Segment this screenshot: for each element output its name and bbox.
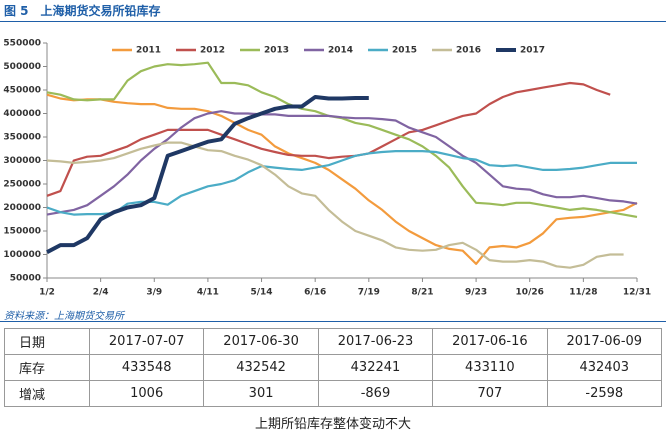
- x-tick-label: 8/21: [411, 288, 433, 298]
- y-tick-label: 550000: [3, 39, 41, 49]
- y-tick-label: 300000: [3, 156, 41, 166]
- caption: 上期所铅库存整体变动不大: [254, 417, 411, 432]
- x-tick-label: 9/23: [465, 288, 487, 298]
- x-tick-label: 10/26: [516, 288, 544, 298]
- series-line: [46, 93, 638, 265]
- y-tick-label: 500000: [3, 62, 41, 72]
- series-line: [46, 141, 624, 269]
- legend-label: 2012: [200, 46, 225, 56]
- table-cell: 2017-06-16: [432, 328, 548, 355]
- x-tick-label: 3/9: [146, 288, 162, 298]
- table-cell: 301: [203, 380, 319, 407]
- table-cell: 2017-06-09: [546, 328, 663, 355]
- x-tick-label: 12/31: [623, 288, 651, 298]
- legend-label: 2017: [520, 46, 545, 56]
- x-tick-label: 6/16: [304, 288, 326, 298]
- series-line: [46, 110, 638, 216]
- stock-table: 日期 2017-07-07 2017-06-30 2017-06-23 2017-06-…: [4, 328, 663, 407]
- table-cell: 日期: [4, 328, 90, 355]
- legend-label: 2015: [392, 46, 417, 56]
- legend-label: 2013: [264, 46, 289, 56]
- x-tick-label: 1/2: [39, 288, 55, 298]
- table-cell: 433548: [88, 354, 205, 381]
- chart: 50000 100000 150000 200000 250000 300000 35000…: [3, 39, 651, 298]
- table-row: 日期 2017-07-07 2017-06-30 2017-06-23 2017-06-…: [4, 328, 663, 355]
- table-cell: 库存: [4, 354, 90, 381]
- y-tick-label: 50000: [10, 274, 41, 284]
- table-cell: -869: [317, 380, 434, 407]
- x-tick-label: 5/14: [251, 288, 273, 298]
- y-tick-label: 100000: [3, 250, 41, 260]
- table-cell: -2598: [546, 380, 663, 407]
- y-tick-label: 150000: [3, 227, 41, 237]
- x-tick-label: 11/28: [569, 288, 597, 298]
- table-cell: 增减: [4, 380, 90, 407]
- legend-label: 2011: [136, 46, 161, 56]
- table-cell: 2017-07-07: [88, 328, 205, 355]
- y-tick-label: 200000: [3, 203, 41, 213]
- table-row: 增减 1006 301 -869 707 -2598: [4, 380, 663, 407]
- table-cell: 707: [432, 380, 548, 407]
- figure-title: 图 5 上海期货交易所铅库存: [4, 4, 161, 18]
- legend-label: 2014: [328, 46, 353, 56]
- table-cell: 432403: [546, 354, 663, 381]
- table-cell: 432542: [203, 354, 319, 381]
- source-rule: [0, 321, 666, 322]
- source-note: 资料来源：上海期货交易所: [4, 311, 124, 322]
- x-tick-label: 2/4: [93, 288, 109, 298]
- table-cell: 1006: [88, 380, 205, 407]
- table-cell: 433110: [432, 354, 548, 381]
- y-tick-label: 250000: [3, 180, 41, 190]
- y-tick-label: 400000: [3, 109, 41, 119]
- legend-label: 2016: [456, 46, 481, 56]
- series-line: [46, 95, 369, 254]
- y-tick-label: 350000: [3, 133, 41, 143]
- series-line: [46, 81, 611, 197]
- table-cell: 432241: [317, 354, 434, 381]
- y-tick-label: 450000: [3, 86, 41, 96]
- table-row: 库存 433548 432542 432241 433110 432403: [4, 354, 663, 381]
- table-cell: 2017-06-23: [317, 328, 434, 355]
- table-cell: 2017-06-30: [203, 328, 319, 355]
- x-tick-label: 7/19: [358, 288, 380, 298]
- x-tick-label: 4/11: [197, 288, 219, 298]
- title-rule: [0, 21, 666, 22]
